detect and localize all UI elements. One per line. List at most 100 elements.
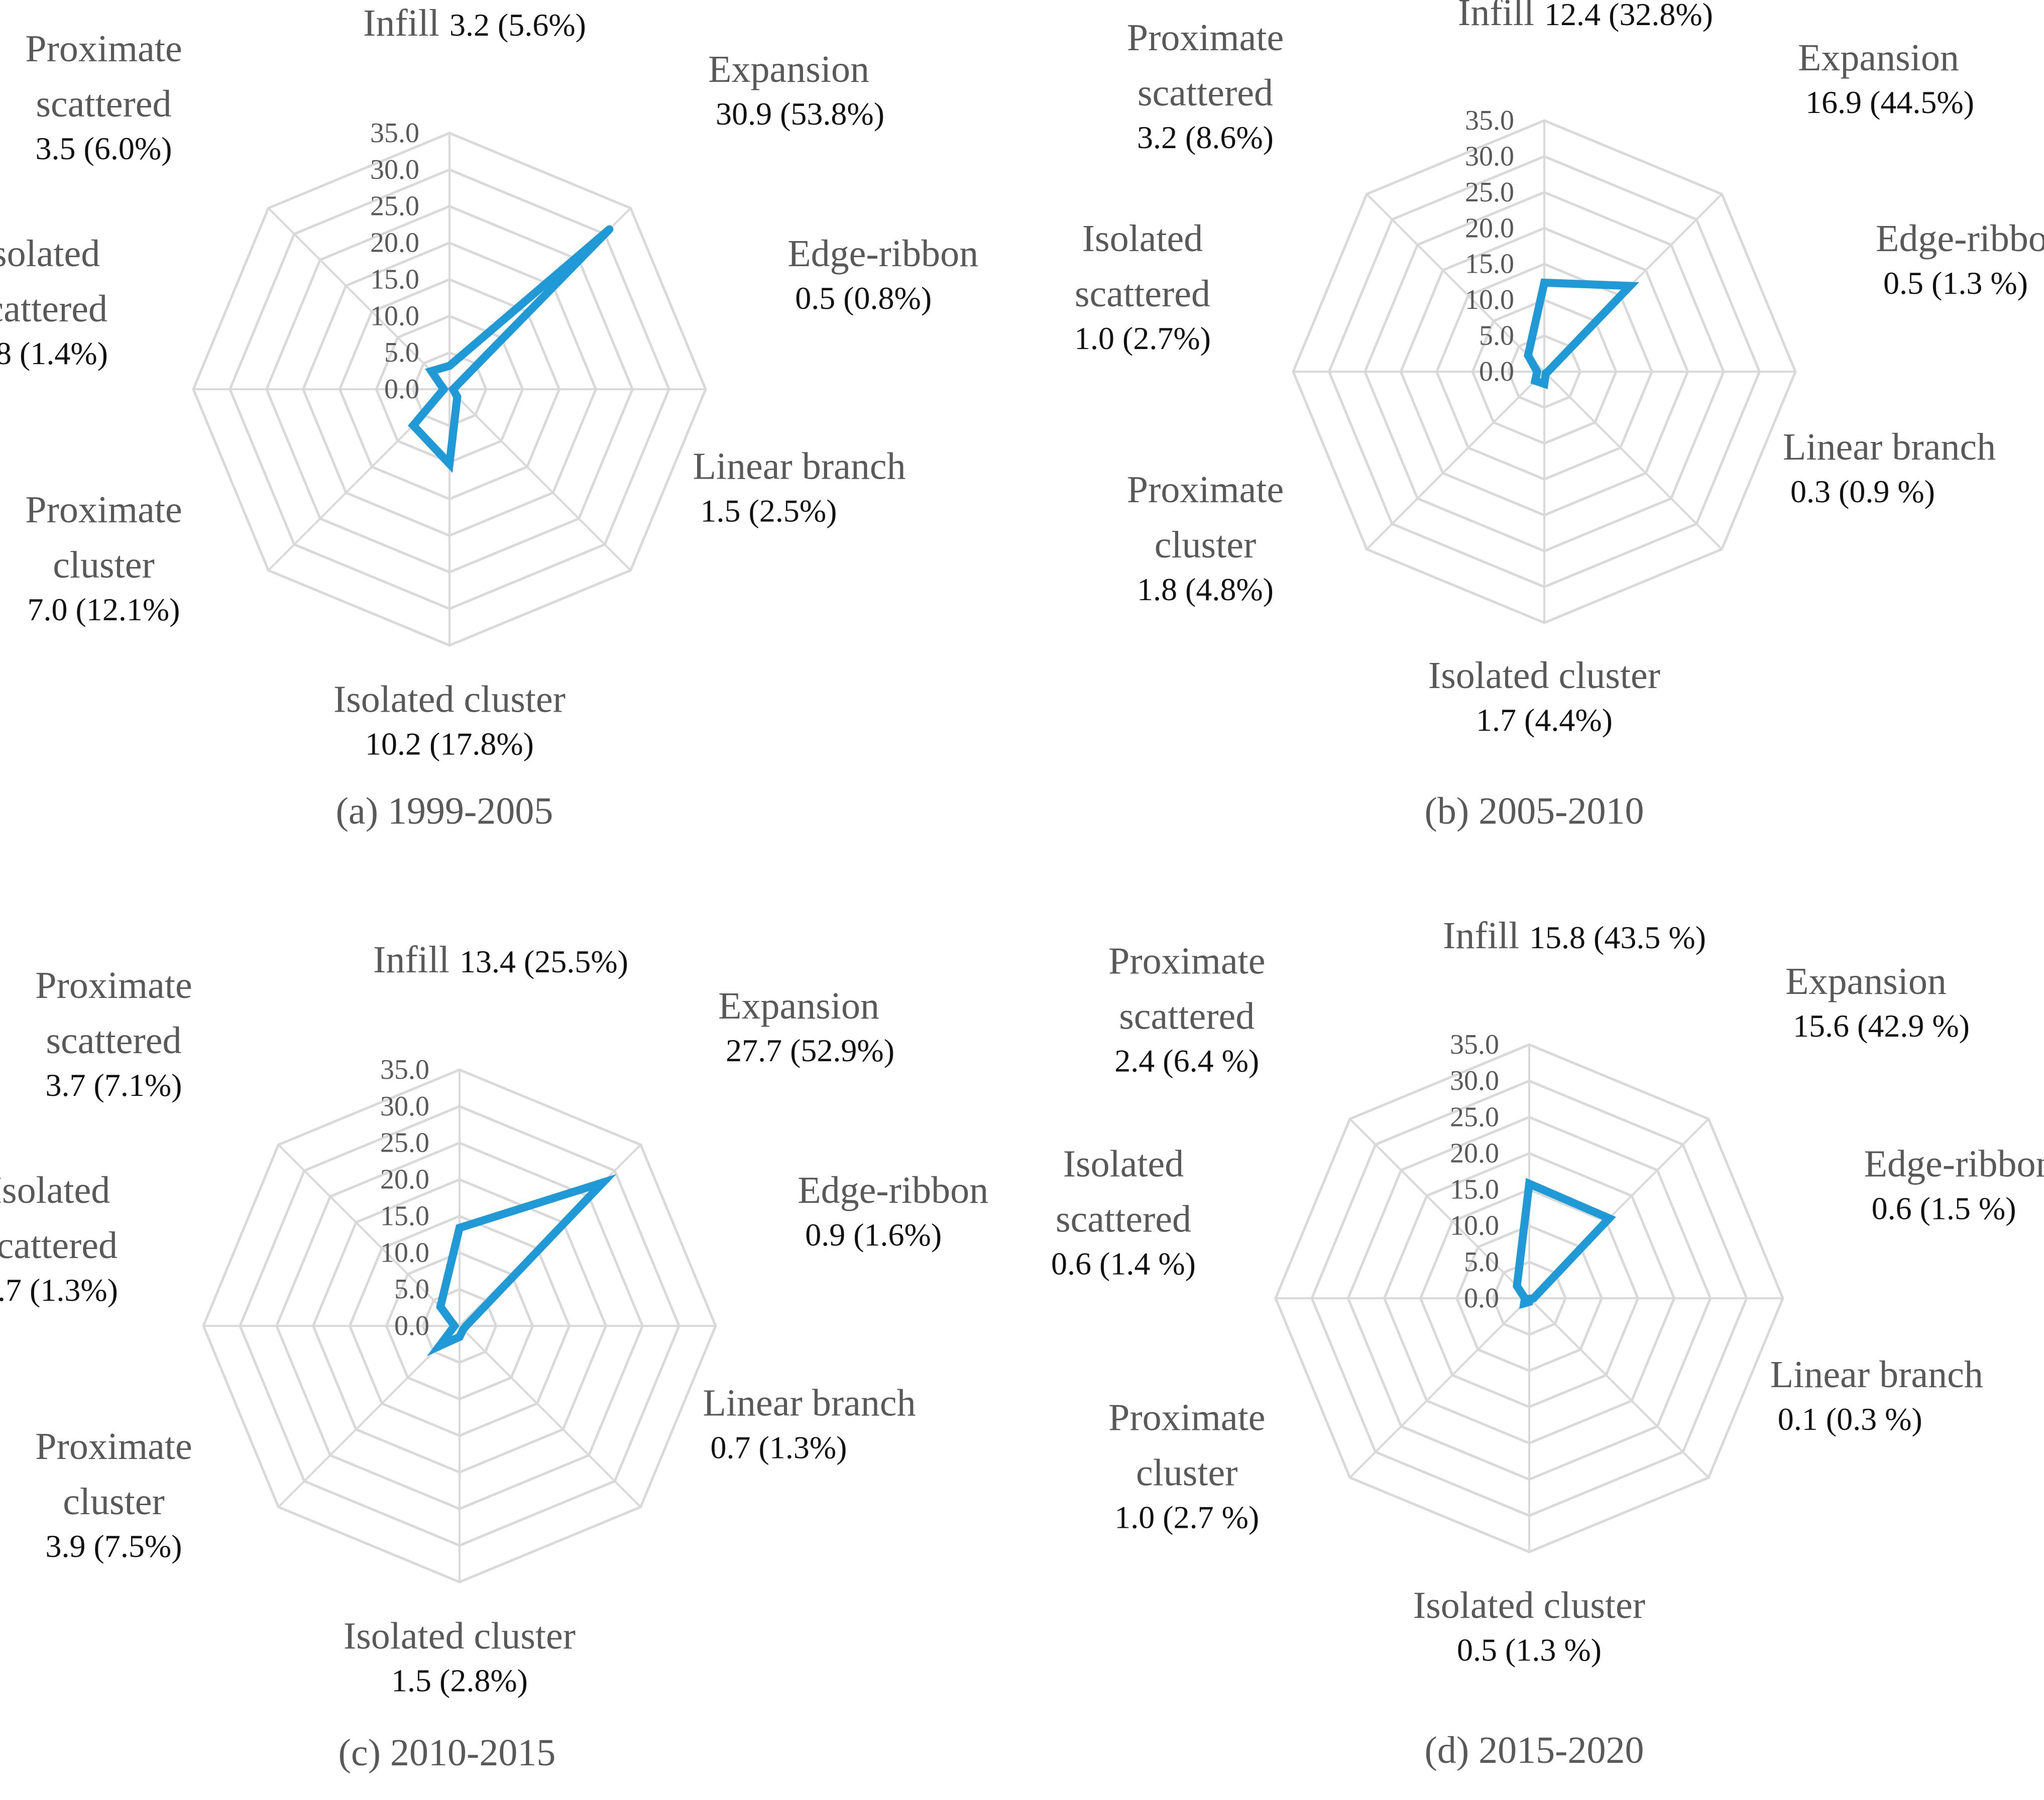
- grid-spoke: [1349, 1118, 1530, 1299]
- data-point: [1525, 1180, 1533, 1188]
- data-point: [1540, 380, 1548, 388]
- category-label: scattered: [0, 288, 107, 330]
- axis-tick-label: 35.0: [1450, 1029, 1499, 1060]
- data-point: [453, 393, 462, 401]
- data-point: [1513, 1282, 1521, 1290]
- value-label: 7.0 (12.1%): [28, 592, 180, 627]
- value-label: 10.2 (17.8%): [365, 726, 534, 762]
- data-point: [1531, 377, 1539, 385]
- value-label: 3.9 (7.5%): [46, 1528, 182, 1564]
- category-label: Isolated: [1063, 1143, 1184, 1185]
- value-label: 0.6 (1.5 %): [1872, 1191, 2016, 1226]
- value-label: 1.5 (2.8%): [391, 1663, 528, 1699]
- grid-spoke: [459, 1325, 642, 1508]
- value-label: 0.5 (0.8%): [795, 280, 932, 316]
- value-label: 0.9 (1.6%): [805, 1217, 942, 1253]
- grid-spoke: [277, 1144, 461, 1327]
- radar-panel: 0.0 5.0 10.0 15.0 20.0 25.0 30.0 35.0 Infill 13.4…: [0, 939, 988, 1774]
- category-label: scattered: [1138, 72, 1273, 114]
- data-point: [445, 362, 453, 370]
- axis-tick-label: 0.0: [384, 374, 419, 405]
- grid-spoke: [1349, 1297, 1530, 1479]
- value-label: 0.7 (1.3%): [711, 1430, 847, 1466]
- value-label: 0.5 (1.3 %): [1457, 1632, 1602, 1667]
- radar-panel: 0.0 5.0 10.0 15.0 20.0 25.0 30.0 35.0 Infill 3.2 …: [0, 2, 978, 832]
- value-label: 30.9 (53.8%): [716, 96, 884, 132]
- category-label: Proximate: [35, 964, 192, 1006]
- data-point: [599, 1178, 607, 1187]
- radar-panel: 0.0 5.0 10.0 15.0 20.0 25.0 30.0 35.0 Infill 12.4…: [1074, 0, 2044, 832]
- axis-tick-label: 5.0: [394, 1274, 429, 1305]
- data-point: [1533, 368, 1541, 376]
- category-label: Edge-ribbon: [787, 233, 978, 275]
- axis-tick-label: 15.0: [1465, 249, 1514, 280]
- category-label: scattered: [1119, 995, 1255, 1038]
- category-label: Proximate: [1127, 469, 1284, 511]
- axis-tick-label: 25.0: [1465, 177, 1514, 208]
- value-label: 1.8 (4.8%): [1137, 572, 1274, 607]
- axis-tick-label: 20.0: [1450, 1138, 1499, 1169]
- category-label: scattered: [1056, 1198, 1191, 1241]
- data-point: [605, 225, 614, 234]
- category-label: cluster: [53, 544, 155, 586]
- value-label: 2.4 (6.4 %): [1114, 1043, 1259, 1079]
- value-label: 1.0 (2.7 %): [1114, 1500, 1259, 1535]
- value-label: 3.2 (5.6%): [449, 7, 586, 43]
- value-label: 1.5 (2.5%): [701, 493, 837, 529]
- panel-caption: (c) 2010-2015: [338, 1732, 556, 1774]
- panel-caption: (b) 2005-2010: [1425, 790, 1644, 832]
- axis-tick-label: 25.0: [1450, 1101, 1499, 1133]
- axis-tick-label: 5.0: [1464, 1247, 1499, 1278]
- axis-tick-label: 30.0: [370, 154, 419, 185]
- data-point: [456, 1223, 464, 1232]
- axis-tick-label: 25.0: [370, 191, 419, 222]
- value-label: 0.1 (0.3 %): [1778, 1401, 1922, 1437]
- data-point: [445, 460, 453, 468]
- data-point: [1605, 1214, 1614, 1222]
- data-point: [436, 1302, 444, 1311]
- axis-tick-label: 25.0: [380, 1128, 429, 1159]
- data-point: [1524, 351, 1532, 360]
- category-label: Proximate: [1108, 1397, 1265, 1439]
- category-label: cluster: [1155, 524, 1257, 566]
- data-point: [409, 421, 417, 430]
- grid-spoke: [1366, 193, 1545, 373]
- category-label: Expansion: [1785, 960, 1947, 1002]
- category-label: Isolated: [1082, 217, 1203, 260]
- category-label: Linear branch: [1783, 426, 1996, 468]
- category-label: Edge-ribbon: [1876, 217, 2044, 260]
- value-label: 16.9 (44.5%): [1805, 84, 1974, 120]
- value-label: 0.3 (0.9 %): [1790, 474, 1935, 509]
- axis-tick-label: 10.0: [370, 300, 419, 331]
- value-label: 1.7 (4.4%): [1476, 702, 1613, 738]
- panel-caption: (d) 2015-2020: [1425, 1729, 1644, 1771]
- value-label: 13.4 (25.5%): [460, 944, 628, 979]
- radar-panel: 0.0 5.0 10.0 15.0 20.0 25.0 30.0 35.0 Infill 15.8…: [1051, 915, 2044, 1771]
- axis-tick-label: 10.0: [1465, 284, 1514, 315]
- axis-tick-label: 30.0: [1465, 141, 1514, 172]
- category-label: Isolated cluster: [1428, 654, 1660, 697]
- category-label: scattered: [1075, 273, 1210, 315]
- value-label: 3.5 (6.0%): [36, 131, 172, 166]
- value-label: 0.5 (1.3 %): [1883, 265, 2028, 301]
- value-label: 0.8 (1.4%): [0, 335, 108, 371]
- axis-tick-label: 30.0: [1450, 1065, 1499, 1096]
- category-label: Infill: [373, 939, 449, 981]
- category-label: Proximate: [25, 489, 182, 531]
- data-point: [456, 1332, 464, 1341]
- value-label: 15.8 (43.5 %): [1529, 920, 1706, 955]
- category-label: Isolated: [0, 1169, 110, 1211]
- value-label: 0.7 (1.3%): [0, 1272, 118, 1308]
- category-label: Edge-ribbon: [1864, 1143, 2044, 1185]
- axis-tick-label: 20.0: [1465, 212, 1514, 244]
- grid-spoke: [267, 207, 450, 390]
- category-label: cluster: [63, 1481, 165, 1523]
- axis-tick-label: 20.0: [370, 228, 419, 259]
- data-point: [449, 385, 458, 393]
- data-point: [435, 1342, 443, 1351]
- category-label: Infill: [363, 2, 439, 44]
- category-label: Infill: [1443, 915, 1519, 957]
- data-point: [1540, 278, 1548, 287]
- category-label: Edge-ribbon: [798, 1169, 988, 1211]
